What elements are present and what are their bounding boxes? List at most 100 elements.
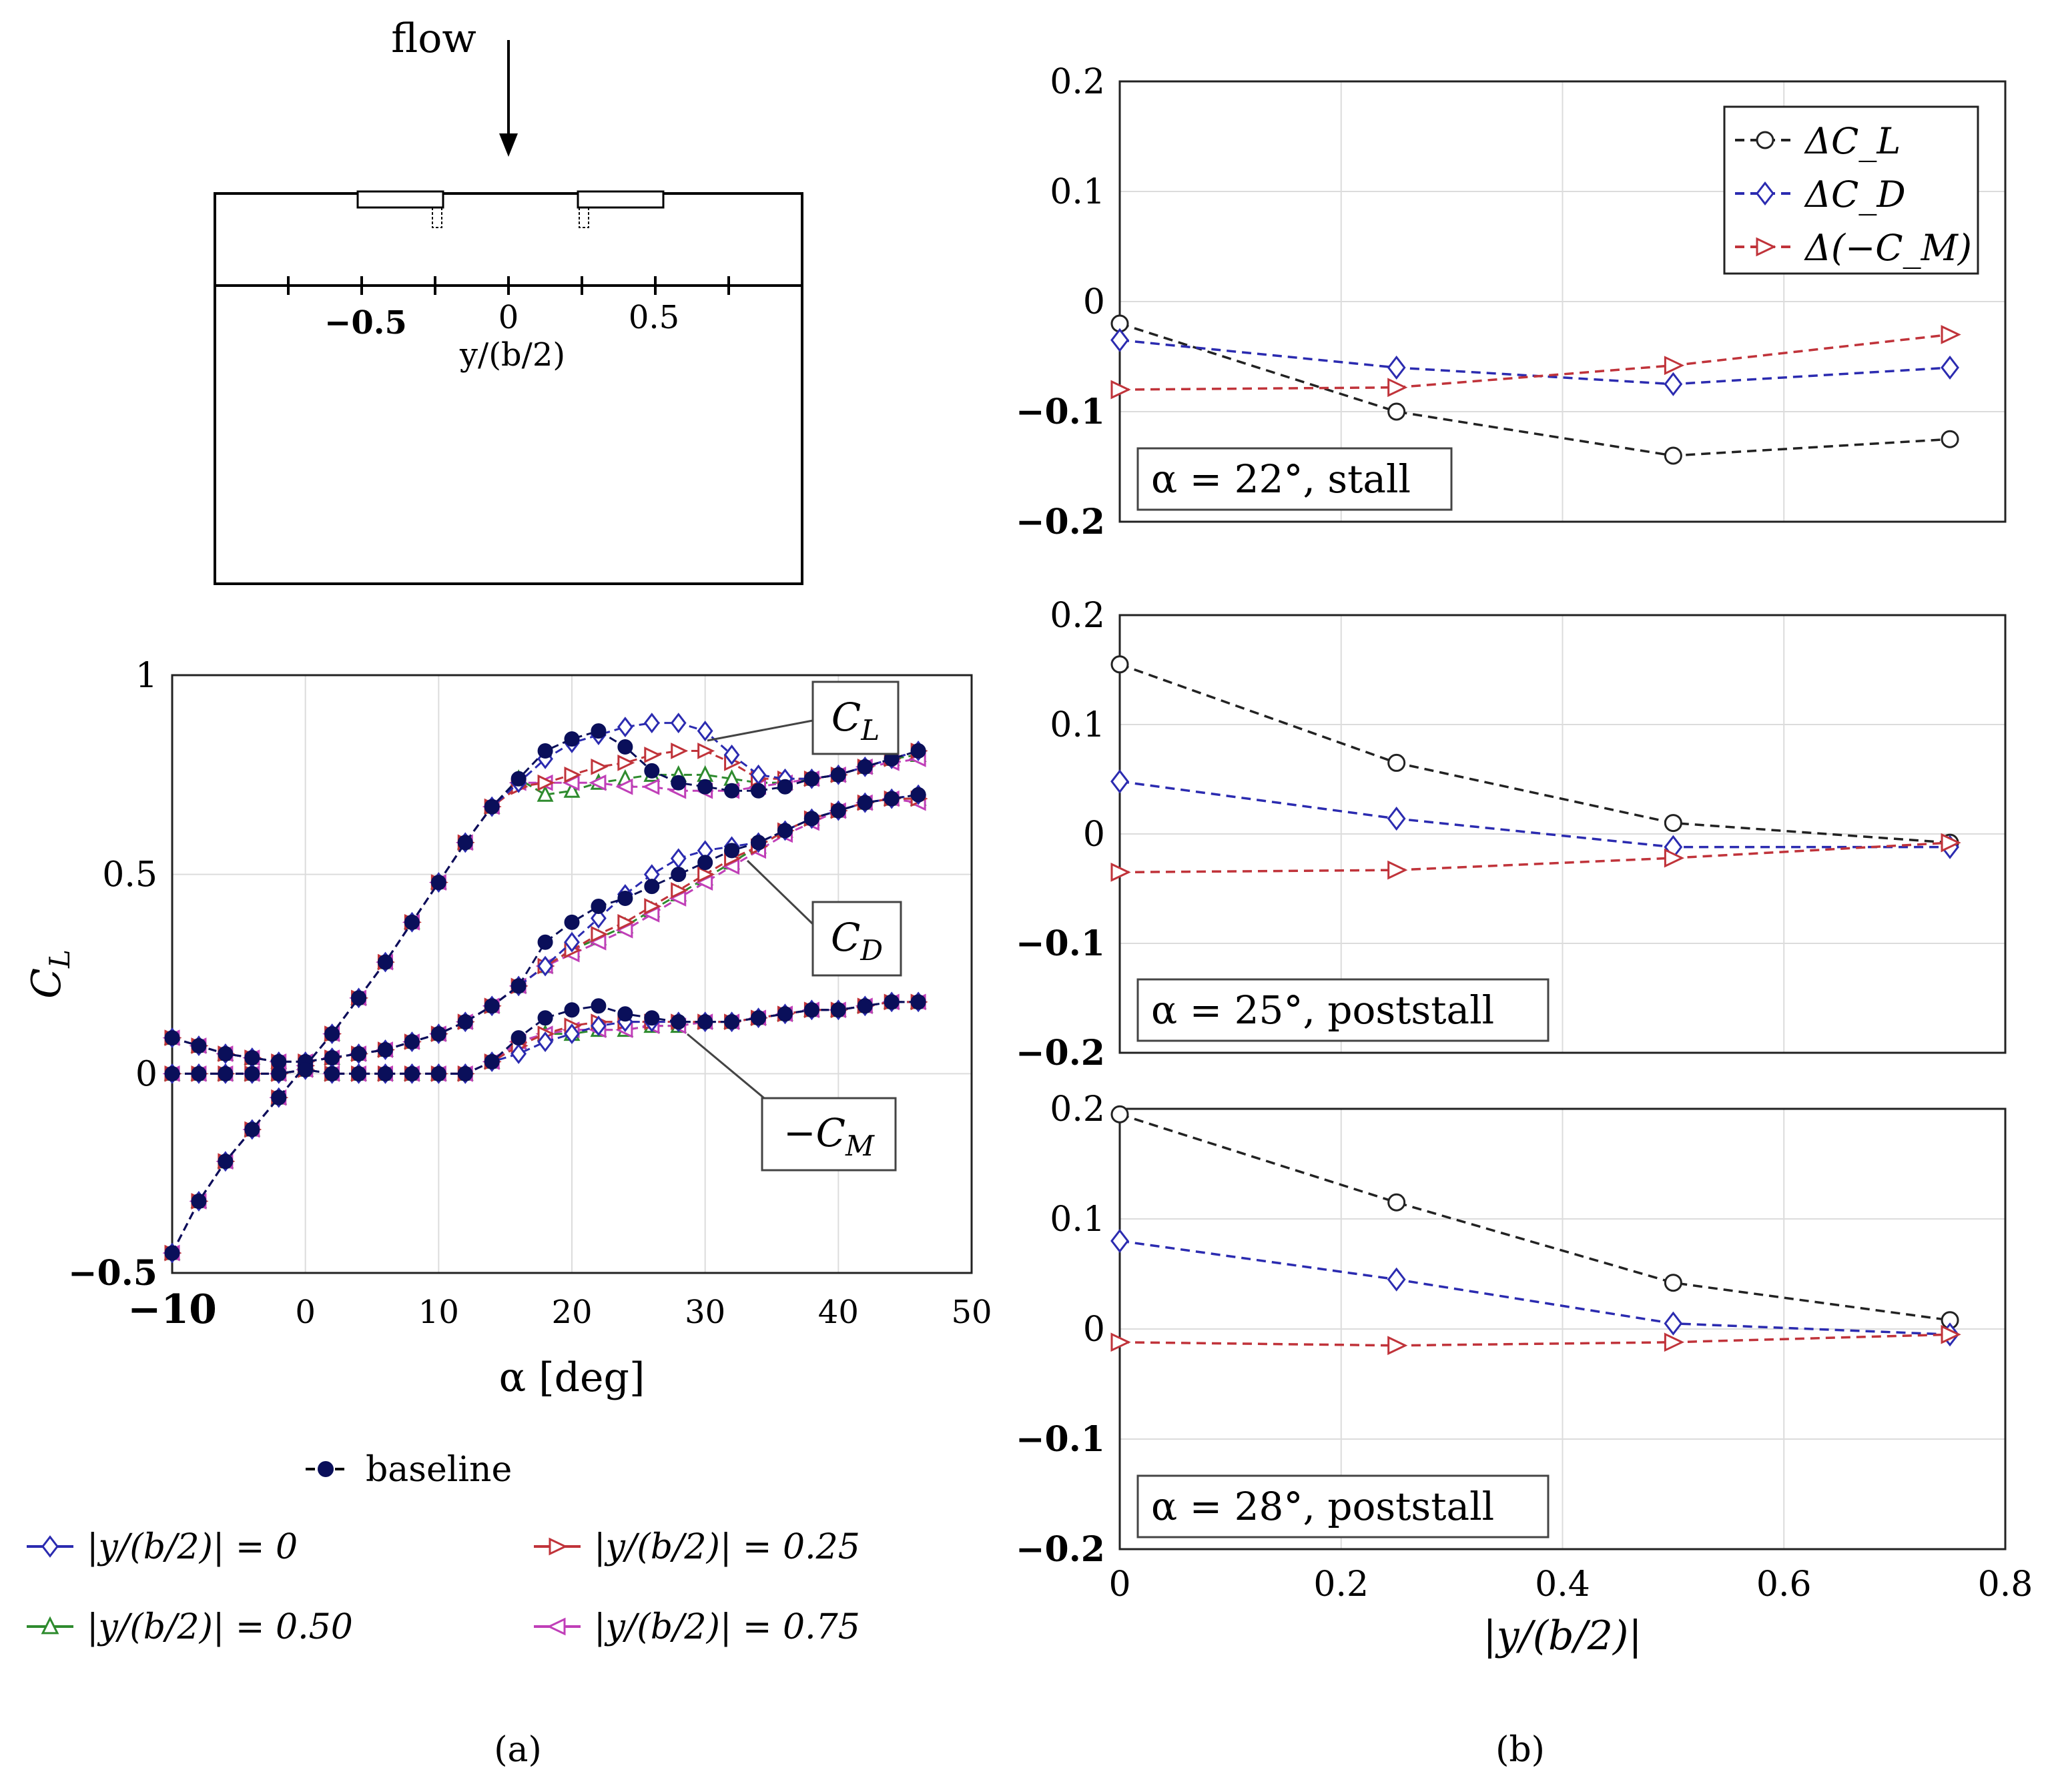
point-baseline-CD (777, 823, 793, 839)
point-y025-CD (591, 925, 609, 943)
panel-b-middle-series-point (1110, 655, 1129, 674)
cm-leader-line (687, 1033, 768, 1102)
point-baseline-CL (617, 739, 633, 755)
legend-entry-y050: |y/(b/2)| = 0.50 (27, 1607, 353, 1647)
panel-b-top-series-point (1110, 328, 1129, 352)
point-baseline-CD (457, 1014, 473, 1030)
series-baseline-CL (164, 723, 926, 1261)
panel-b-bottom-series-point (1110, 1332, 1131, 1352)
point-baseline-CD (910, 787, 926, 803)
point-baseline-CL (191, 1193, 207, 1209)
series-baseline-CM (164, 994, 926, 1081)
point-baseline-CD (377, 1041, 393, 1057)
panel-b-bottom: −0.2 −0.1 0 0.1 0.2 α = 28°, poststall 0 0.2 0.4… (1016, 1089, 2033, 1659)
point-baseline-CM (510, 1030, 527, 1046)
line-baseline-CD (172, 793, 919, 1063)
panel-b-bottom-xtick-label: 0.4 (1535, 1564, 1590, 1605)
panel-b-bottom-series-point (1941, 1324, 1961, 1344)
legend-entry-y025: |y/(b/2)| = 0.25 (534, 1527, 860, 1567)
panel-b-middle-series-point (1387, 860, 1408, 880)
span-tick-label: −0.5 (324, 304, 407, 342)
panel-b-bottom-series-line (1119, 1113, 1951, 1322)
point-baseline-CM (697, 1014, 713, 1030)
panel-a-legend: baseline |y/(b/2)| = 0 |y/(b/2)| = 0.25|y… (27, 1450, 860, 1647)
legend-marker (547, 1617, 566, 1636)
cl-annotation-box (811, 681, 900, 755)
point-baseline-CM (244, 1065, 260, 1081)
point-y0-CD (591, 907, 607, 929)
panel-b-middle-series-line (1119, 780, 1951, 849)
panel-b-bottom-series-point (1387, 1336, 1408, 1356)
panel-b-middle-ytick-label: 0.1 (1050, 705, 1105, 745)
point-y025-CL (617, 755, 635, 771)
wing-planform (214, 192, 803, 585)
point-baseline-CL (697, 779, 713, 795)
point-baseline-CD (617, 891, 633, 907)
cd-annotation: CD (831, 915, 883, 967)
point-baseline-CD (537, 934, 553, 950)
point-baseline-CD (591, 898, 607, 914)
panel-b-top-ytick-label: 0.1 (1050, 172, 1105, 212)
span-axis-ticks (287, 276, 730, 295)
line-baseline-CL (171, 730, 919, 1254)
point-baseline-CL (910, 743, 926, 759)
point-baseline-CD (244, 1049, 260, 1065)
span-tick-label: 0 (498, 299, 519, 336)
legend-label: ΔC_L (1804, 120, 1901, 162)
point-y075-CL (589, 774, 607, 791)
point-baseline-CM (857, 998, 873, 1014)
panel-a-ytick-label: 1 (135, 656, 157, 696)
panel-a-frame (171, 674, 973, 1274)
panel-b-bottom-xtick-label: 0.6 (1756, 1564, 1812, 1605)
actuator-left-mount (432, 207, 442, 228)
panel-b-top-annotation: α = 22°, stall (1151, 456, 1411, 502)
line-y0-CL (171, 722, 919, 1254)
legend-label: |y/(b/2)| = 0.25 (594, 1527, 860, 1567)
point-baseline-CL (537, 743, 553, 759)
point-y0-CL (617, 717, 633, 738)
point-y025-CL (564, 766, 582, 783)
panel-b-top-ytick-label: 0.2 (1050, 62, 1105, 102)
panel-a-ytick-label: 0.5 (102, 855, 157, 895)
panel-b-middle-series (1110, 655, 1959, 852)
panel-b-bottom-series-line (1119, 1240, 1951, 1336)
point-baseline-CD (724, 843, 740, 859)
point-baseline-CL (671, 775, 687, 791)
point-y025-CL (697, 743, 715, 759)
point-baseline-CD (484, 998, 500, 1014)
point-y0-CM (510, 1043, 527, 1064)
panel-a-xtick-label: 30 (685, 1294, 725, 1331)
panel-b-top-series-point (1941, 355, 1959, 380)
panel-a-chart: −10 0 10 20 30 40 50 −0.5 0 0.5 1 CL α [deg] CL CD… (23, 656, 992, 1401)
legend-label: |y/(b/2)| = 0 (87, 1527, 298, 1567)
panel-b-middle-ytick-label: 0 (1083, 815, 1105, 855)
line-y025-CL (171, 749, 919, 1254)
point-baseline-CL (377, 954, 393, 970)
point-baseline-CL (430, 875, 446, 891)
panel-b-top-series (1110, 325, 1961, 400)
point-y025-CL (537, 774, 555, 791)
panel-b-middle-series (1110, 769, 1959, 859)
point-baseline-CL (510, 771, 527, 787)
panel-b-middle-series-line (1119, 663, 1951, 844)
panel-a-xtick-label: 20 (551, 1294, 592, 1331)
panel-b-top-series-point (1664, 372, 1683, 396)
panel-b-top-series-point (1387, 402, 1406, 421)
panel-b-top-series-point (1110, 380, 1131, 400)
point-baseline-CM (164, 1065, 180, 1081)
panel-a-legend-entries: |y/(b/2)| = 0 |y/(b/2)| = 0.25 |y/(b/2)| =… (27, 1527, 860, 1647)
legend-label: Δ(−C_M) (1804, 227, 1972, 269)
point-y025-CD (671, 882, 689, 899)
point-baseline-CD (510, 978, 527, 994)
legend-entry-y075: |y/(b/2)| = 0.75 (534, 1607, 860, 1647)
panel-b-bottom-series-point (1387, 1267, 1406, 1292)
panel-b-middle-series (1110, 833, 1961, 882)
legend-label: |y/(b/2)| = 0.75 (594, 1607, 860, 1647)
panel-b-top-ytick-label: −0.1 (1016, 392, 1105, 432)
panel-b-top-series-point (1941, 430, 1959, 448)
legend-marker (41, 1616, 59, 1635)
point-baseline-CL (351, 990, 367, 1006)
cm-annotation: −CM (783, 1110, 875, 1162)
panel-b-legend-entry: ΔC_L (1735, 120, 1901, 162)
legend-marker (1756, 237, 1776, 257)
